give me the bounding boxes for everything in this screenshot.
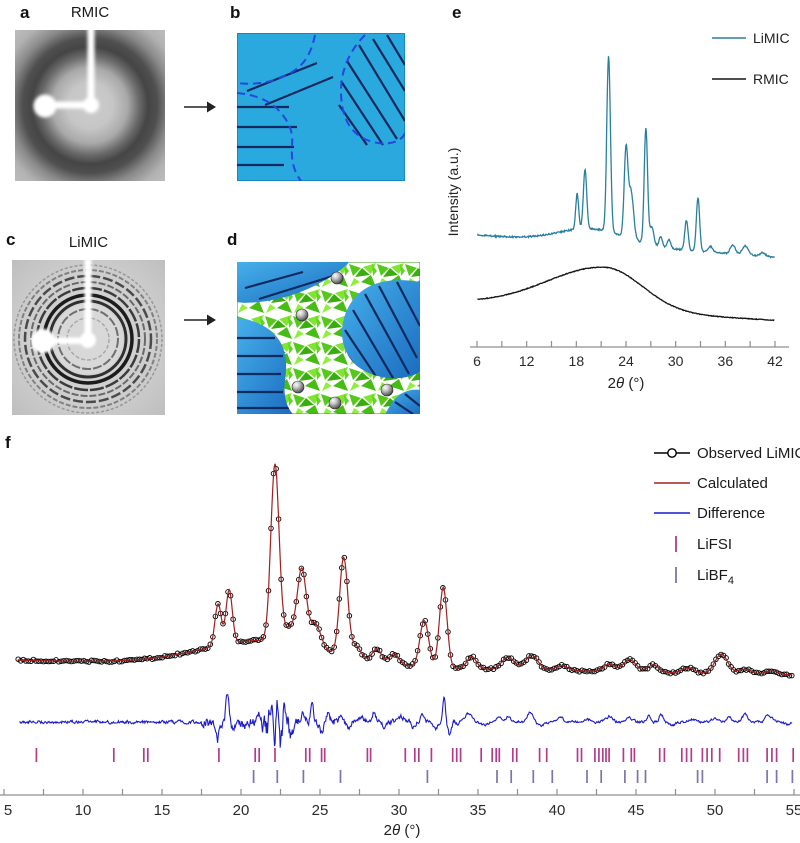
x-tick-label: 15 [154, 802, 171, 819]
panel-a-image [15, 30, 165, 181]
panel-d-label: d [227, 230, 238, 249]
panel-a-title: RMIC [70, 4, 110, 21]
chart-e-xrd-comparison: Intensity (a.u.) 6 12 18 24 30 36 42 2θ (°) LiMIC… [440, 0, 800, 400]
legend-label: Calculated [697, 475, 768, 492]
x-tick-label: 20 [233, 802, 250, 819]
legend-label: LiFSI [697, 536, 732, 553]
calculated-curve [17, 463, 793, 676]
polymer-domains [237, 262, 420, 414]
polymer-chain-lines [237, 34, 405, 167]
beamstop [31, 260, 96, 353]
x-tick-label: 25 [312, 802, 329, 819]
x-tick-label: 18 [569, 353, 585, 369]
x-tick-label: 6 [473, 353, 481, 369]
observed-markers [15, 465, 795, 679]
x-axis-title: 2θ (°) [608, 375, 645, 392]
difference-curve [19, 693, 793, 748]
legend: Observed LiMIC Calculated Difference LiFSI L… [654, 445, 800, 587]
panel-f-label: f [5, 433, 11, 452]
legend: LiMIC RMIC [712, 30, 790, 87]
panel-d-schematic [237, 262, 420, 414]
x-tick-label: 5 [4, 802, 12, 819]
panel-c-label: c [6, 230, 16, 249]
x-tick-label: 30 [391, 802, 408, 819]
x-axis: 6 12 18 24 30 36 42 [470, 341, 789, 369]
x-tick-label: 10 [75, 802, 92, 819]
arrow-c-to-d-icon [183, 310, 217, 330]
lifsi-tick-row [35, 748, 795, 762]
panel-e-label: e [452, 3, 462, 22]
legend-label: LiBF4 [697, 567, 734, 587]
beamstop [33, 30, 99, 118]
panel-c-image [12, 260, 165, 415]
limic-curve [476, 56, 775, 259]
x-tick-label: 42 [767, 353, 783, 369]
x-tick-label: 12 [519, 353, 535, 369]
x-tick-label: 45 [628, 802, 645, 819]
panel-b-schematic [237, 33, 405, 181]
legend-label: LiMIC [753, 30, 790, 46]
panel-b-label: b [230, 3, 241, 22]
y-axis-title: Intensity (a.u.) [445, 148, 461, 237]
x-axis: 5 10 15 20 25 30 35 40 45 50 55 [0, 789, 800, 819]
x-tick-label: 24 [618, 353, 634, 369]
x-axis-title: 2θ (°) [384, 822, 421, 839]
arrow-a-to-b-icon [183, 97, 217, 117]
x-tick-label: 36 [718, 353, 734, 369]
x-tick-label: 50 [707, 802, 724, 819]
chart-f-rietveld-refinement: 5 10 15 20 25 30 35 40 45 50 55 2θ (°) Observed LiMI… [0, 432, 800, 843]
legend-label: Difference [697, 505, 765, 522]
x-tick-label: 55 [786, 802, 800, 819]
x-tick-label: 40 [549, 802, 566, 819]
x-tick-label: 35 [470, 802, 487, 819]
lithium-ions [291, 271, 394, 410]
legend-label: RMIC [753, 71, 789, 87]
panel-c-title: LiMIC [68, 234, 109, 251]
rmic-curve [477, 266, 775, 322]
legend-label: Observed LiMIC [697, 445, 800, 462]
libf4-tick-row [252, 770, 794, 783]
domain-boundaries [237, 34, 405, 181]
x-tick-label: 30 [668, 353, 684, 369]
panel-a-label: a [20, 3, 30, 22]
